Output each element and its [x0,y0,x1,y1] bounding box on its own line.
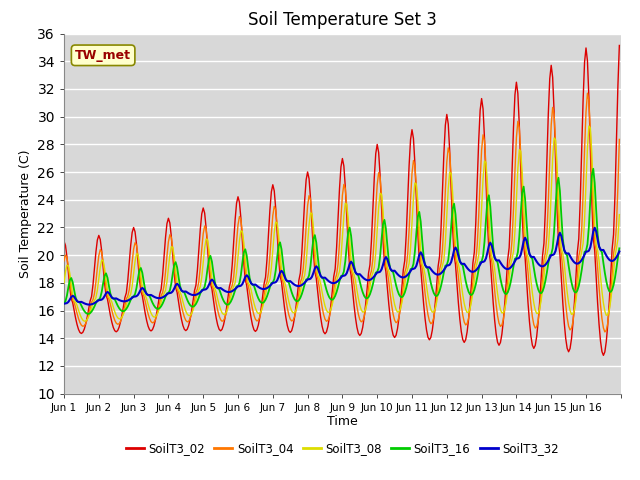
SoilT3_02 [616,43,623,48]
Line: SoilT3_04: SoilT3_04 [64,93,620,332]
SoilT3_16 [60,300,68,306]
SoilT3_08 [98,257,106,263]
SoilT3_04 [614,184,621,190]
SoilT3_16 [458,261,465,267]
Line: SoilT3_08: SoilT3_08 [64,126,620,321]
SoilT3_02 [97,237,104,242]
SoilT3_08 [60,280,68,286]
Line: SoilT3_02: SoilT3_02 [64,46,620,355]
SoilT3_16 [589,166,597,172]
SoilT3_04 [601,329,609,335]
SoilT3_08 [614,237,621,242]
SoilT3_08 [585,123,593,129]
SoilT3_04 [60,258,68,264]
SoilT3_16 [98,289,106,295]
SoilT3_32 [591,225,598,231]
SoilT3_08 [79,317,86,323]
SoilT3_08 [348,257,355,263]
SoilT3_02 [600,352,607,358]
SoilT3_16 [85,311,93,317]
Legend: SoilT3_02, SoilT3_04, SoilT3_08, SoilT3_16, SoilT3_32: SoilT3_02, SoilT3_04, SoilT3_08, SoilT3_… [121,437,564,460]
SoilT3_04 [584,90,591,96]
SoilT3_02 [60,239,68,244]
SoilT3_08 [81,318,88,324]
SoilT3_32 [85,302,93,308]
SoilT3_02 [346,264,353,270]
SoilT3_08 [458,281,465,287]
SoilT3_32 [616,249,623,254]
SoilT3_08 [540,274,548,279]
SoilT3_16 [540,284,548,290]
SoilT3_04 [456,289,464,295]
SoilT3_04 [97,247,104,252]
SoilT3_16 [614,255,621,261]
SoilT3_32 [98,297,106,302]
SoilT3_04 [616,136,623,142]
SoilT3_32 [60,300,68,306]
SoilT3_02 [539,253,547,259]
SoilT3_02 [456,316,464,322]
SoilT3_32 [614,252,621,257]
SoilT3_32 [348,259,355,264]
SoilT3_02 [79,329,86,335]
SoilT3_08 [616,212,623,217]
SoilT3_16 [616,245,623,251]
SoilT3_04 [346,252,353,258]
SoilT3_16 [79,306,86,312]
Y-axis label: Soil Temperature (C): Soil Temperature (C) [19,149,31,278]
X-axis label: Time: Time [327,415,358,429]
SoilT3_04 [539,276,547,281]
SoilT3_16 [348,233,355,239]
SoilT3_02 [612,138,620,144]
Line: SoilT3_16: SoilT3_16 [64,169,620,314]
Line: SoilT3_32: SoilT3_32 [64,228,620,305]
Text: TW_met: TW_met [75,49,131,62]
SoilT3_04 [79,324,86,329]
Title: Soil Temperature Set 3: Soil Temperature Set 3 [248,11,437,29]
SoilT3_32 [458,261,465,266]
SoilT3_32 [540,263,548,269]
SoilT3_32 [79,300,86,305]
